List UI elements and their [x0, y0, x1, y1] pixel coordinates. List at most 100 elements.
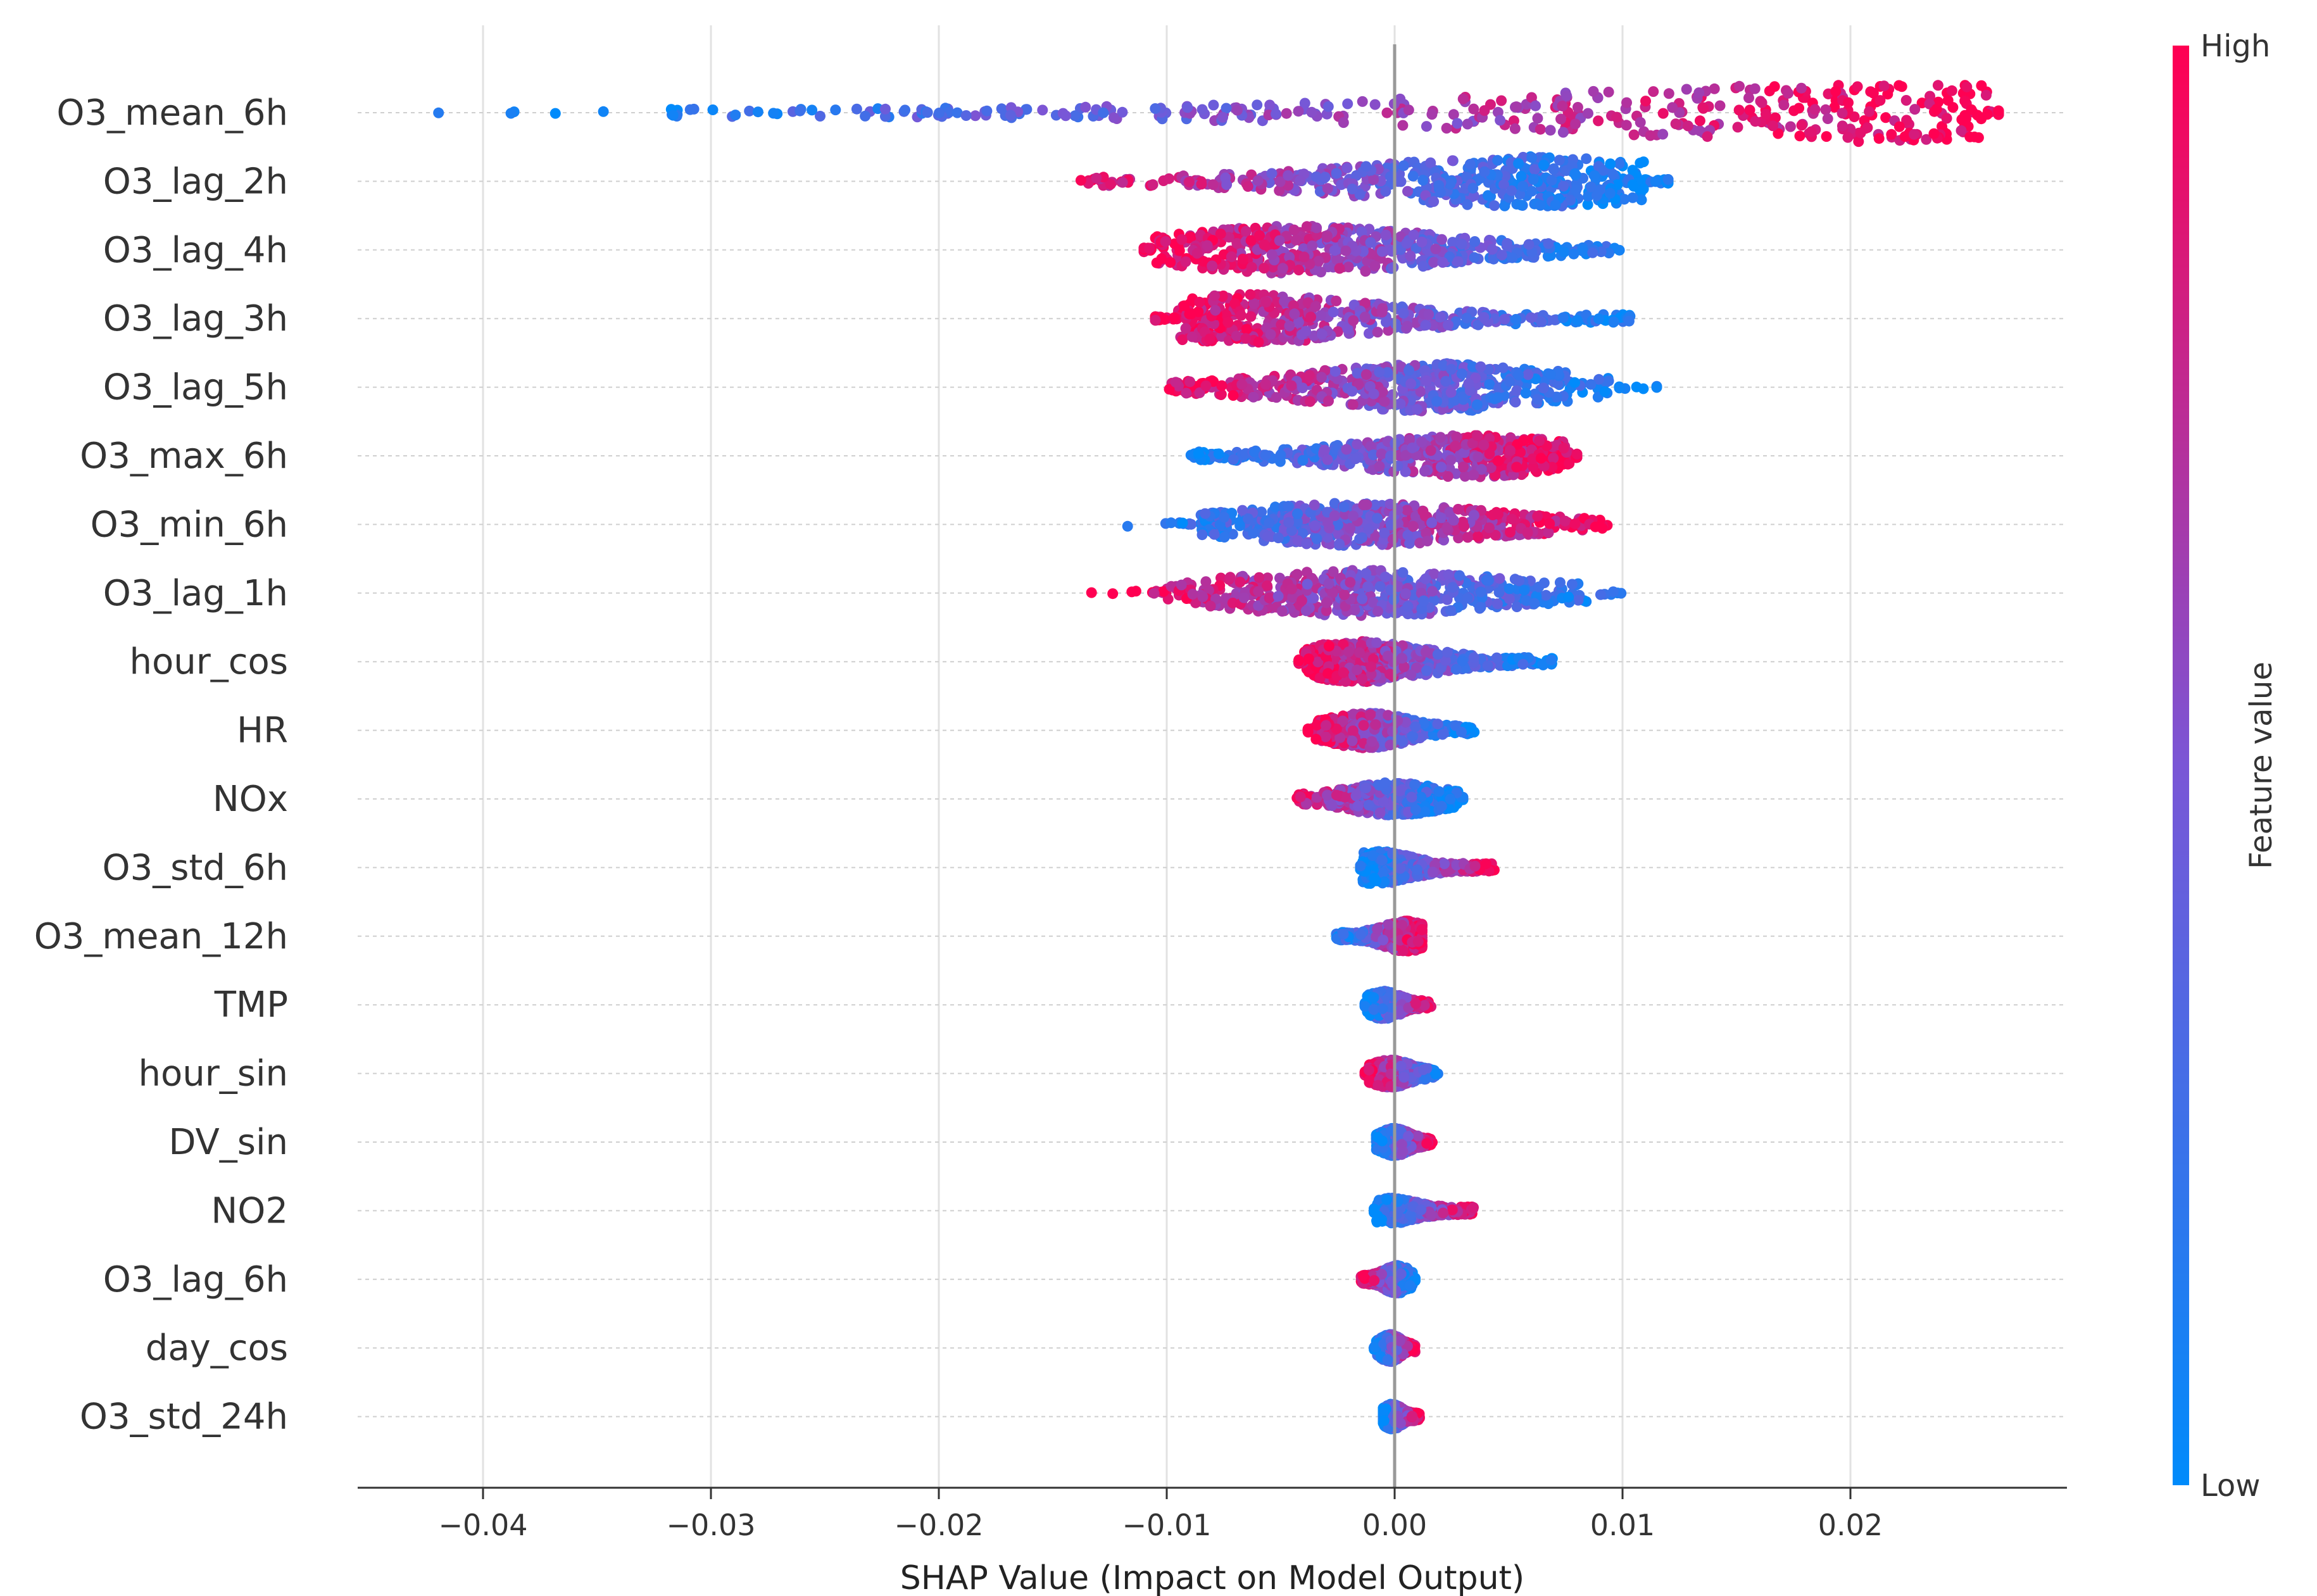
shap-point — [1080, 101, 1091, 113]
shap-point — [1928, 128, 1940, 139]
shap-point — [1497, 362, 1509, 374]
shap-point — [1379, 571, 1391, 582]
feature-row-O3_lag_3h — [1150, 289, 1636, 348]
shap-point — [1350, 170, 1362, 181]
shap-point — [1117, 177, 1128, 188]
shap-point — [1976, 80, 1987, 91]
shap-point — [1345, 523, 1356, 534]
shap-point — [1504, 376, 1515, 387]
shap-point — [1519, 584, 1530, 596]
shap-point — [1506, 513, 1517, 525]
shap-point — [1283, 517, 1295, 528]
shap-point — [794, 105, 806, 116]
shap-point — [1236, 379, 1248, 390]
shap-point — [1510, 396, 1521, 408]
shap-point — [1852, 81, 1863, 92]
shap-point — [1204, 333, 1215, 344]
shap-point — [1395, 398, 1406, 410]
shap-point — [1360, 369, 1372, 380]
shap-point — [1538, 382, 1549, 394]
shap-point — [1502, 238, 1513, 249]
shap-point — [1400, 588, 1411, 600]
shap-point — [1452, 118, 1463, 129]
shap-point — [1572, 102, 1583, 113]
shap-point — [1309, 500, 1320, 511]
shap-point — [1588, 85, 1599, 97]
shap-point — [1432, 649, 1443, 660]
shap-point — [1266, 168, 1278, 179]
shap-point — [1469, 252, 1480, 263]
shap-point — [1595, 589, 1606, 600]
feature-row-O3_max_6h — [1185, 430, 1583, 482]
shap-point — [1526, 152, 1538, 163]
shap-point — [1631, 381, 1642, 393]
shap-point — [1451, 431, 1462, 443]
shap-point — [1981, 109, 1993, 120]
shap-point — [1491, 652, 1502, 663]
shap-point — [1484, 379, 1495, 390]
shap-point — [1365, 237, 1376, 248]
shap-point — [1714, 100, 1726, 111]
shap-point — [1464, 158, 1476, 170]
shap-point — [1550, 199, 1561, 211]
shap-point — [1959, 95, 1971, 106]
shap-point — [1941, 113, 1952, 124]
shap-point — [1372, 327, 1383, 338]
shap-point — [1972, 110, 1983, 121]
shap-point — [1352, 367, 1363, 379]
shap-point — [1583, 108, 1593, 119]
shap-point — [1260, 449, 1271, 461]
shap-point — [549, 108, 561, 119]
shap-point — [1523, 239, 1535, 250]
shap-point — [1489, 200, 1500, 211]
shap-point — [1360, 266, 1371, 277]
shap-point — [1403, 365, 1414, 376]
shap-point — [1300, 605, 1312, 617]
shap-point — [1459, 521, 1469, 532]
shap-point — [1224, 572, 1236, 583]
shap-point — [1505, 527, 1516, 538]
shap-point — [1842, 132, 1854, 143]
shap-point — [1454, 570, 1465, 581]
shap-point — [1238, 592, 1250, 603]
shap-point — [1516, 170, 1527, 182]
shap-point — [1305, 396, 1315, 407]
shap-point — [1571, 315, 1583, 326]
shap-point — [1221, 179, 1233, 191]
shap-point — [1236, 310, 1246, 321]
shap-point — [1425, 157, 1436, 168]
shap-point — [1448, 515, 1459, 526]
shap-point — [1608, 316, 1619, 327]
shap-point — [1283, 170, 1294, 181]
shap-point — [1237, 253, 1248, 265]
shap-point — [667, 110, 679, 121]
shap-point — [1645, 130, 1656, 141]
shap-point — [1909, 104, 1921, 115]
shap-point — [1338, 501, 1350, 513]
shap-point — [1176, 579, 1187, 591]
shap-point — [1769, 81, 1780, 92]
shap-point — [934, 108, 945, 118]
shap-point — [1297, 382, 1308, 394]
shap-point — [1557, 312, 1569, 324]
shap-point — [1283, 180, 1294, 191]
shap-point — [1360, 161, 1372, 172]
shap-point — [970, 110, 981, 122]
shap-point — [1559, 246, 1570, 258]
shap-point — [1523, 369, 1534, 380]
shap-point — [1402, 601, 1414, 612]
shap-point — [1635, 116, 1646, 128]
shap-point — [1407, 520, 1419, 532]
shap-point — [1005, 110, 1016, 121]
shap-point — [1585, 181, 1597, 192]
shap-point — [1345, 577, 1356, 588]
shap-point — [1363, 524, 1374, 535]
shap-point — [1352, 439, 1363, 450]
shap-point — [1372, 513, 1383, 524]
shap-point — [1252, 99, 1263, 111]
shap-point — [1075, 175, 1086, 186]
shap-point — [1366, 661, 1377, 672]
shap-point — [1899, 131, 1911, 142]
shap-point — [1873, 133, 1885, 144]
shap-point — [1545, 368, 1556, 380]
